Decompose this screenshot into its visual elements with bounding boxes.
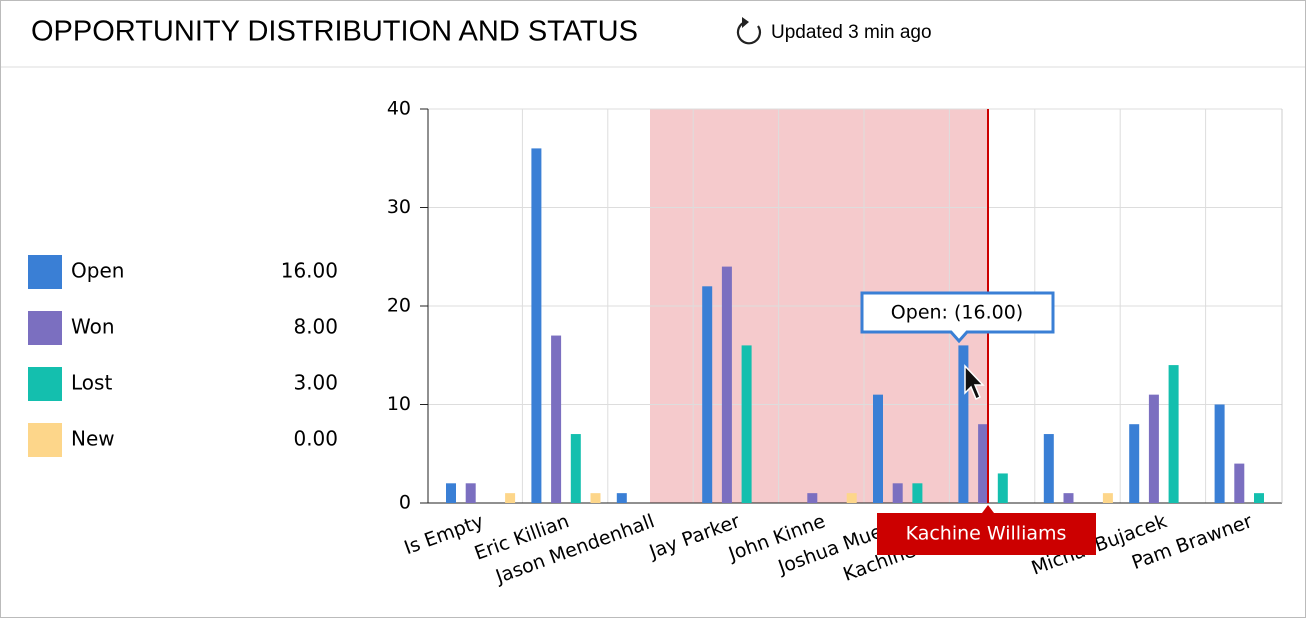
legend-swatch (28, 255, 62, 289)
bar (892, 483, 903, 503)
bar (702, 286, 713, 503)
bar (1214, 404, 1225, 503)
legend-value: 0.00 (293, 427, 338, 451)
tooltip-text: Open: (16.00) (891, 302, 1023, 324)
legend-label: Lost (71, 371, 112, 395)
legend-label: Won (71, 315, 115, 339)
tooltip-box (860, 291, 1055, 344)
bar (997, 473, 1008, 503)
legend-swatch (28, 367, 62, 401)
hover-label-box (877, 505, 1096, 555)
bar (1129, 424, 1140, 503)
legend-value: 16.00 (281, 259, 338, 283)
bar (1063, 493, 1074, 503)
title: OPPORTUNITY DISTRIBUTION AND STATUS (31, 16, 638, 48)
bar (958, 345, 969, 503)
bar (446, 483, 456, 503)
legend-value: 3.00 (293, 371, 338, 395)
bar (551, 335, 562, 503)
y-tick-label: 20 (387, 295, 411, 317)
bar (531, 148, 542, 503)
hover-label: Kachine Williams (906, 523, 1067, 545)
legend-label: New (71, 427, 115, 451)
bar (846, 493, 857, 503)
x-tick-label: Jay Parker (646, 510, 743, 563)
bar (570, 434, 581, 503)
bar (721, 266, 732, 503)
y-tick-label: 30 (387, 196, 411, 218)
bar (1043, 434, 1054, 503)
y-tick-label: 10 (387, 393, 411, 415)
bar (1168, 365, 1179, 503)
bar (978, 424, 989, 503)
bar (616, 493, 627, 503)
legend-label: Open (71, 259, 124, 283)
bar (465, 483, 476, 503)
bar (505, 493, 516, 503)
legend-swatch (28, 423, 62, 457)
y-tick-label: 40 (387, 98, 411, 120)
bar (873, 394, 883, 503)
refresh-icon[interactable] (736, 17, 761, 45)
bar (1148, 394, 1159, 503)
bar (807, 493, 818, 503)
bar (741, 345, 752, 503)
bar (912, 483, 923, 503)
bar (1234, 463, 1245, 503)
y-tick-label: 0 (399, 492, 411, 514)
bar (590, 493, 601, 503)
cursor (964, 364, 985, 401)
bar (1254, 493, 1264, 503)
legend-swatch (28, 311, 62, 345)
legend-value: 8.00 (293, 315, 338, 339)
bar (1102, 493, 1113, 503)
updated-text: Updated 3 min ago (771, 22, 932, 43)
